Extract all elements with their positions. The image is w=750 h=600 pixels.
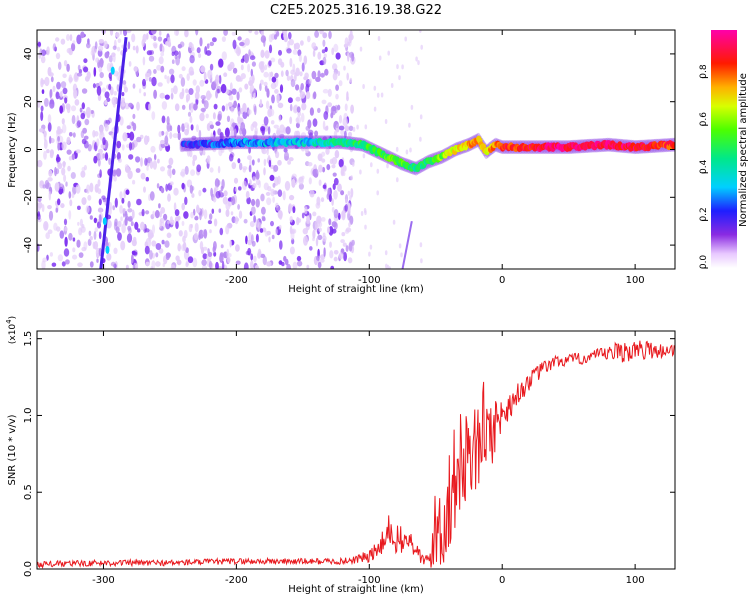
spectrogram-diagonal-streak bbox=[401, 221, 413, 269]
snr-y-tick-label: 0.5 bbox=[23, 484, 34, 500]
spectrogram-x-label: Height of straight line (km) bbox=[288, 284, 424, 295]
spectrogram-x-tick-label: 0 bbox=[499, 275, 505, 286]
spectrogram-streak-spot bbox=[102, 217, 107, 226]
snr-x-tick-label: -300 bbox=[92, 575, 115, 586]
spectrogram-x-tick-label: -100 bbox=[358, 275, 381, 286]
colorbar: 0.0 0.2 0.4 0.6 0.8 Normalized spectral ampl… bbox=[699, 30, 749, 269]
colorbar-tick-label: 0.6 bbox=[699, 112, 709, 127]
snr-y-scale-label: (x104) bbox=[5, 316, 18, 344]
spectrogram-y-tick-label: -20 bbox=[23, 189, 34, 205]
colorbar-tick-label: 0.4 bbox=[699, 159, 709, 174]
snr-frame bbox=[36, 330, 676, 570]
spectrogram-x-tick-label: 100 bbox=[626, 275, 645, 286]
spectrogram-streak-spot bbox=[110, 66, 115, 75]
spectrogram-y-tick-label: 0 bbox=[23, 146, 34, 152]
spectrogram-y-tick-label: 20 bbox=[23, 95, 34, 108]
snr-y-tick-label: 1.0 bbox=[23, 407, 34, 423]
snr-x-tick-label: 100 bbox=[626, 575, 645, 586]
colorbar-gradient bbox=[711, 30, 737, 268]
spectrogram-y-label: Frequency (Hz) bbox=[7, 112, 18, 188]
colorbar-label: Normalized spectral amplitude bbox=[738, 73, 749, 227]
spectrogram-frame bbox=[36, 29, 676, 270]
colorbar-tick-label: 0.8 bbox=[699, 64, 709, 79]
colorbar-tick-label: 0.2 bbox=[699, 207, 709, 221]
spectrogram-noise-speckle bbox=[37, 30, 424, 269]
snr-y-label: SNR (10 * v/v) bbox=[7, 414, 18, 485]
snr-x-tick-label: -200 bbox=[225, 575, 248, 586]
snr-panel: -300 -200 -100 0 100 0.0 0.5 1.0 1.5 Height of s… bbox=[5, 316, 676, 595]
spectrogram-y-tick-label: -40 bbox=[23, 237, 34, 253]
snr-x-tick-label: -100 bbox=[358, 575, 381, 586]
spectrogram-x-tick-label: -200 bbox=[225, 275, 248, 286]
snr-ticks: -300 -200 -100 0 100 0.0 0.5 1.0 1.5 bbox=[23, 331, 675, 586]
snr-series-line bbox=[37, 340, 675, 569]
snr-plot-area bbox=[37, 340, 675, 569]
spectrogram-x-tick-label: -300 bbox=[92, 275, 115, 286]
spectrogram-streak-spot bbox=[105, 245, 110, 254]
spectrogram-diagonal-streak bbox=[99, 37, 128, 269]
colorbar-ticks: 0.0 0.2 0.4 0.6 0.8 bbox=[699, 64, 709, 269]
figure-title: C2E5.2025.316.19.38.G22 bbox=[270, 3, 442, 18]
snr-x-tick-label: 0 bbox=[499, 575, 505, 586]
snr-y-tick-label: 1.5 bbox=[23, 331, 34, 347]
snr-x-label: Height of straight line (km) bbox=[288, 584, 424, 595]
colorbar-tick-label: 0.0 bbox=[699, 255, 709, 270]
spectrogram-ridge bbox=[180, 132, 675, 176]
snr-y-tick-label: 0.0 bbox=[23, 561, 34, 577]
spectrogram-y-tick-label: 40 bbox=[23, 48, 34, 61]
spectrogram-image bbox=[37, 30, 675, 269]
